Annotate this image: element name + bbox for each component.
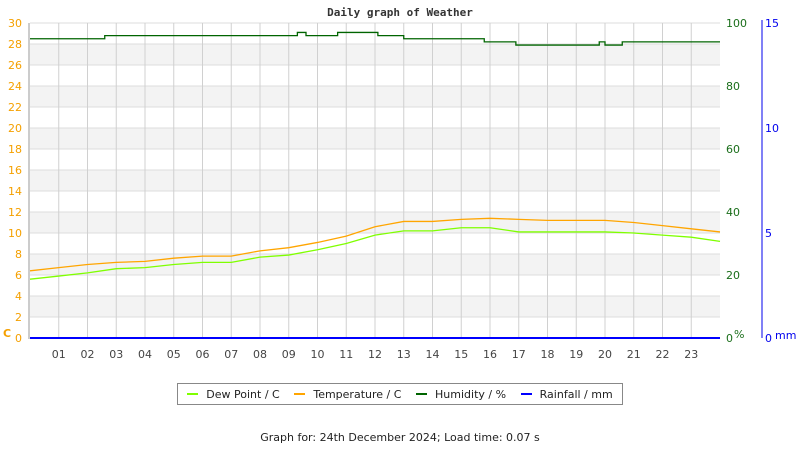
x-tick-label: 01 xyxy=(52,348,66,361)
legend-item-rainfall: Rainfall / mm xyxy=(520,387,613,401)
x-tick-label: 06 xyxy=(196,348,210,361)
x-tick-label: 15 xyxy=(454,348,468,361)
y-tick-label-left: 4 xyxy=(15,290,22,303)
y-tick-label-left: 8 xyxy=(15,248,22,261)
y-tick-label-left: 20 xyxy=(8,122,22,135)
x-tick-label: 03 xyxy=(109,348,123,361)
x-tick-label: 19 xyxy=(569,348,583,361)
legend-label: Humidity / % xyxy=(435,387,507,401)
x-tick-label: 04 xyxy=(138,348,152,361)
x-tick-label: 11 xyxy=(339,348,353,361)
y-tick-label-left: 6 xyxy=(15,269,22,282)
y-tick-label-humidity: 40 xyxy=(726,206,740,219)
x-tick-label: 18 xyxy=(541,348,555,361)
x-tick-label: 10 xyxy=(311,348,325,361)
y-tick-label-humidity: 100 xyxy=(726,17,747,30)
legend-swatch xyxy=(187,393,199,395)
x-tick-label: 12 xyxy=(368,348,382,361)
legend-swatch xyxy=(294,393,306,395)
y-tick-label-humidity: 0 xyxy=(726,332,733,345)
x-tick-label: 02 xyxy=(81,348,95,361)
rain-axis-unit: mm xyxy=(775,329,796,342)
series-line-humidity xyxy=(30,31,720,46)
y-tick-label-humidity: 60 xyxy=(726,143,740,156)
legend-item-dew-point: Dew Point / C xyxy=(187,387,280,401)
legend-swatch xyxy=(520,393,532,395)
x-tick-label: 23 xyxy=(684,348,698,361)
legend-item-humidity: Humidity / % xyxy=(416,388,506,401)
y-tick-label-left: 12 xyxy=(8,206,22,219)
humidity-axis-unit: % xyxy=(734,328,744,341)
y-tick-label-left: 24 xyxy=(8,80,22,93)
y-tick-label-left: 2 xyxy=(15,311,22,324)
left-axis-unit: C xyxy=(3,327,11,340)
footer-status: Graph for: 24th December 2024; Load time… xyxy=(260,431,540,444)
y-tick-label-left: 26 xyxy=(8,59,22,72)
y-tick-label-left: 10 xyxy=(8,227,22,240)
y-tick-label-left: 18 xyxy=(8,143,22,156)
y-tick-label-rain: 15 xyxy=(765,17,779,30)
chart-title: Daily graph of Weather xyxy=(327,6,473,19)
weather-chart: Daily graph of Weather 02468101214161820… xyxy=(3,6,796,361)
legend-label: Dew Point / C xyxy=(206,387,280,401)
y-tick-label-rain: 0 xyxy=(765,332,772,345)
y-tick-label-rain: 5 xyxy=(765,227,772,240)
x-tick-label: 08 xyxy=(253,348,267,361)
y-tick-label-left: 0 xyxy=(15,332,22,345)
legend-label: Temperature / C xyxy=(313,387,402,401)
x-tick-label: 05 xyxy=(167,348,181,361)
y-tick-label-left: 30 xyxy=(8,17,22,30)
legend-swatch xyxy=(416,393,428,395)
y-tick-label-humidity: 20 xyxy=(726,269,740,282)
y-tick-label-left: 28 xyxy=(8,38,22,51)
x-tick-label: 22 xyxy=(656,348,670,361)
x-tick-label: 21 xyxy=(627,348,641,361)
x-tick-label: 07 xyxy=(224,348,238,361)
y-tick-label-left: 16 xyxy=(8,164,22,177)
x-tick-label: 20 xyxy=(598,348,612,361)
x-tick-label: 17 xyxy=(512,348,526,361)
legend: Dew Point / C Temperature / C Humidity /… xyxy=(177,383,623,405)
legend-label: Rainfall / mm xyxy=(539,387,613,401)
legend-item-temperature: Temperature / C xyxy=(294,388,401,401)
y-tick-label-left: 14 xyxy=(8,185,22,198)
x-tick-label: 13 xyxy=(397,348,411,361)
x-tick-label: 09 xyxy=(282,348,296,361)
series-line-dew xyxy=(29,227,721,280)
y-tick-label-left: 22 xyxy=(8,101,22,114)
series-line-temperature xyxy=(29,217,721,272)
y-tick-label-humidity: 80 xyxy=(726,80,740,93)
x-tick-label: 16 xyxy=(483,348,497,361)
x-tick-label: 14 xyxy=(426,348,440,361)
y-tick-label-rain: 10 xyxy=(765,122,779,135)
